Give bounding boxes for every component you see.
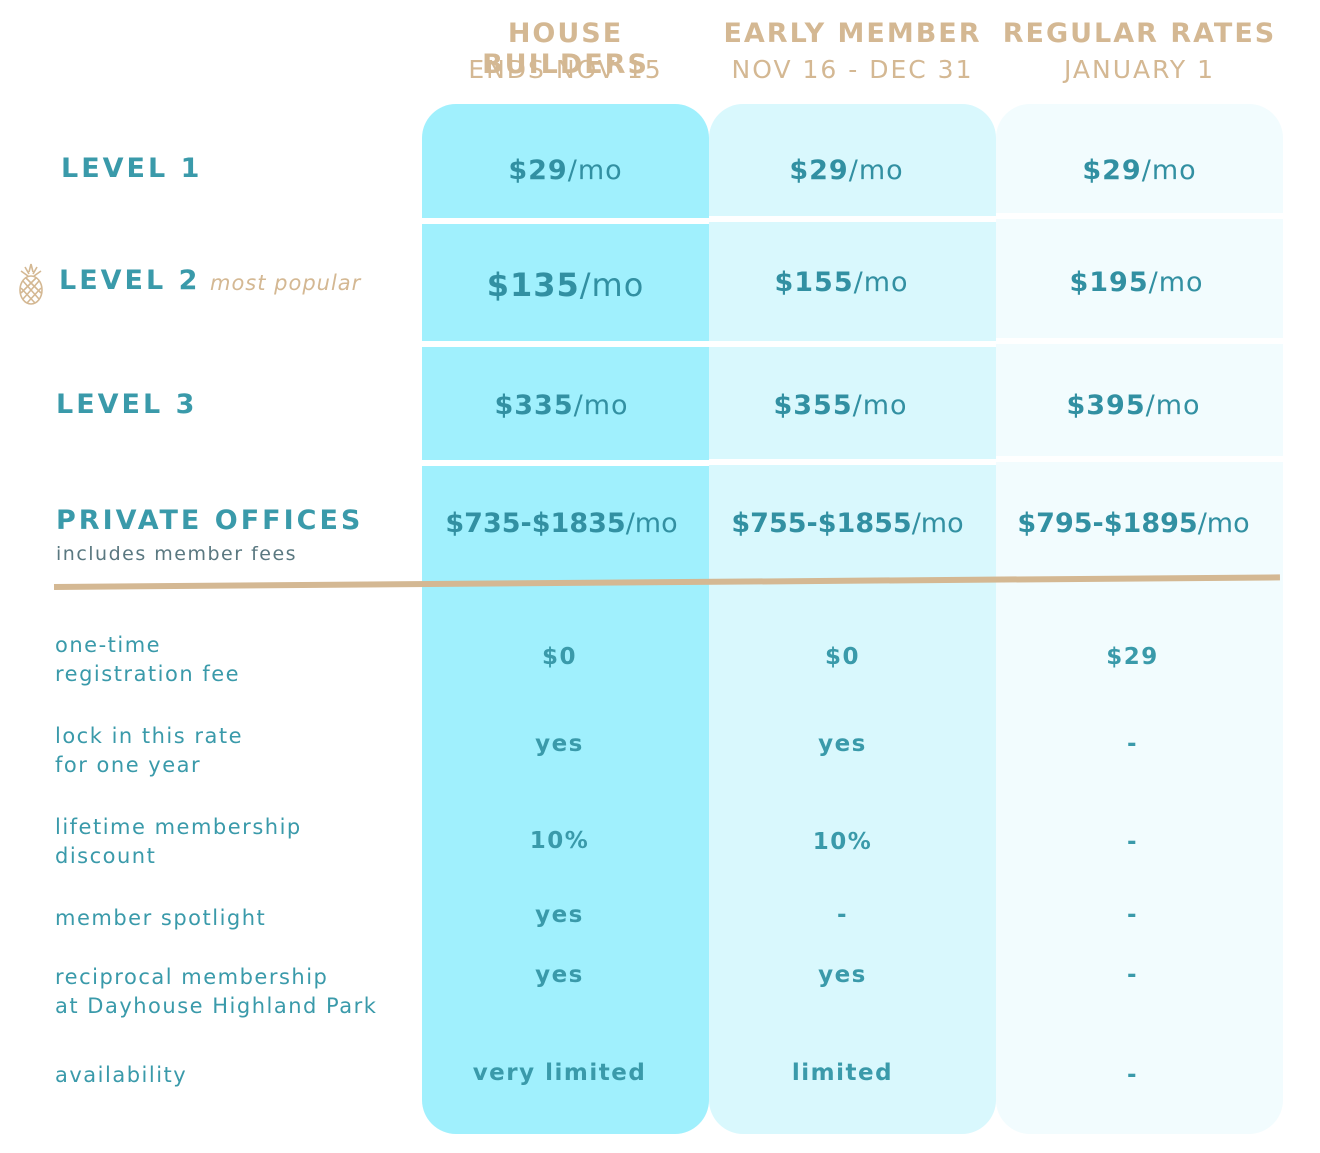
reciprocal-membership-regular-rates: - [1126, 962, 1139, 988]
level-1-label: LEVEL 1 [61, 153, 203, 184]
price-level3-early-member: $355/mo [697, 390, 984, 421]
price-suffix: /mo [911, 508, 964, 539]
member-spotlight-regular-rates: - [1126, 902, 1139, 928]
feature-line: discount [55, 844, 157, 868]
feature-line: at Dayhouse Highland Park [55, 994, 378, 1018]
feature-line: lock in this rate [55, 724, 244, 748]
column-subtitle: ENDS NOV 15 [468, 55, 663, 84]
house-builders-column [422, 104, 709, 1134]
price-amount: $29 [789, 155, 849, 186]
price-amount: $335 [494, 390, 574, 421]
level-2-label: LEVEL 2 [59, 265, 201, 296]
lifetime-discount-house-builders: 10% [529, 828, 590, 854]
price-level3-regular-rates: $395/mo [990, 390, 1277, 421]
member-spotlight-house-builders: yes [535, 902, 584, 928]
price-amount: $735-$1835 [445, 508, 626, 539]
row-separator [709, 216, 996, 222]
member-spotlight-early-member: - [836, 902, 849, 928]
price-amount: $355 [773, 390, 853, 421]
row-separator [422, 341, 709, 347]
column-title: HOUSE BUILDERS [482, 18, 649, 80]
price-amount: $155 [774, 267, 854, 298]
private-offices-note: includes member fees [56, 543, 298, 565]
private-offices-label: PRIVATE OFFICES [56, 505, 364, 536]
price-suffix: /mo [1148, 267, 1204, 298]
price-offices-house-builders: $735-$1835/mo [418, 508, 705, 539]
price-amount: $795-$1895 [1017, 508, 1198, 539]
price-level1-regular-rates: $29/mo [996, 155, 1283, 186]
price-level1-house-builders: $29/mo [422, 155, 709, 186]
price-amount: $395 [1066, 390, 1146, 421]
row-separator [709, 459, 996, 465]
feature-availability-label: availability [55, 1061, 187, 1090]
price-suffix: /mo [853, 267, 909, 298]
lock-rate-early-member: yes [818, 731, 867, 757]
price-amount: $29 [1082, 155, 1142, 186]
price-amount: $135 [486, 266, 580, 304]
price-amount: $29 [508, 155, 568, 186]
column-subtitle: JANUARY 1 [1063, 55, 1216, 84]
price-suffix: /mo [848, 155, 904, 186]
price-suffix: /mo [1197, 508, 1250, 539]
feature-member-spotlight-label: member spotlight [55, 904, 266, 933]
feature-lifetime-discount-label: lifetime membership discount [55, 813, 302, 871]
feature-line: member spotlight [55, 906, 267, 930]
price-suffix: /mo [567, 155, 623, 186]
early-member-column [709, 104, 996, 1134]
row-separator [422, 460, 709, 466]
most-popular-tag: most popular [210, 271, 362, 295]
lifetime-discount-regular-rates: - [1126, 829, 1139, 855]
price-level2-house-builders: $135/mo [422, 266, 709, 304]
column-title: REGULAR RATES [1002, 18, 1277, 49]
availability-regular-rates: - [1126, 1062, 1139, 1088]
feature-line: availability [55, 1063, 188, 1087]
row-separator [996, 213, 1283, 219]
feature-line: for one year [55, 753, 202, 777]
row-separator [422, 218, 709, 224]
row-separator [996, 456, 1283, 462]
feature-reciprocal-membership-label: reciprocal membership at Dayhouse Highla… [55, 963, 377, 1021]
price-offices-regular-rates: $795-$1895/mo [990, 508, 1277, 539]
regular-rates-column [996, 104, 1283, 1134]
price-suffix: /mo [1145, 390, 1201, 421]
feature-registration-fee-label: one-time registration fee [55, 631, 240, 689]
lock-rate-house-builders: yes [535, 731, 584, 757]
level-3-label: LEVEL 3 [56, 389, 198, 420]
price-level3-house-builders: $335/mo [418, 390, 705, 421]
availability-house-builders: very limited [472, 1060, 647, 1086]
registration-fee-regular-rates: $29 [1106, 644, 1159, 670]
feature-line: reciprocal membership [55, 965, 329, 989]
feature-line: one-time [55, 633, 162, 657]
registration-fee-early-member: $0 [824, 644, 860, 670]
row-separator [709, 341, 996, 347]
price-level1-early-member: $29/mo [703, 155, 990, 186]
lifetime-discount-early-member: 10% [812, 829, 873, 855]
price-amount: $195 [1069, 267, 1149, 298]
lock-rate-regular-rates: - [1126, 731, 1139, 757]
pineapple-icon [19, 263, 43, 305]
column-title: EARLY MEMBER [723, 18, 982, 49]
price-suffix: /mo [1141, 155, 1197, 186]
price-suffix: /mo [625, 508, 678, 539]
feature-line: registration fee [55, 662, 241, 686]
registration-fee-house-builders: $0 [541, 644, 577, 670]
availability-early-member: limited [791, 1060, 894, 1086]
price-level2-early-member: $155/mo [698, 267, 985, 298]
column-subtitle: NOV 16 - DEC 31 [731, 55, 974, 84]
price-level2-regular-rates: $195/mo [993, 267, 1280, 298]
row-separator [996, 338, 1283, 344]
price-amount: $755-$1855 [731, 508, 912, 539]
price-suffix: /mo [573, 390, 629, 421]
reciprocal-membership-house-builders: yes [535, 962, 584, 988]
feature-line: lifetime membership [55, 815, 302, 839]
price-suffix: /mo [579, 266, 645, 304]
feature-lock-rate-label: lock in this rate for one year [55, 722, 243, 780]
reciprocal-membership-early-member: yes [818, 962, 867, 988]
price-suffix: /mo [852, 390, 908, 421]
price-offices-early-member: $755-$1855/mo [704, 508, 991, 539]
